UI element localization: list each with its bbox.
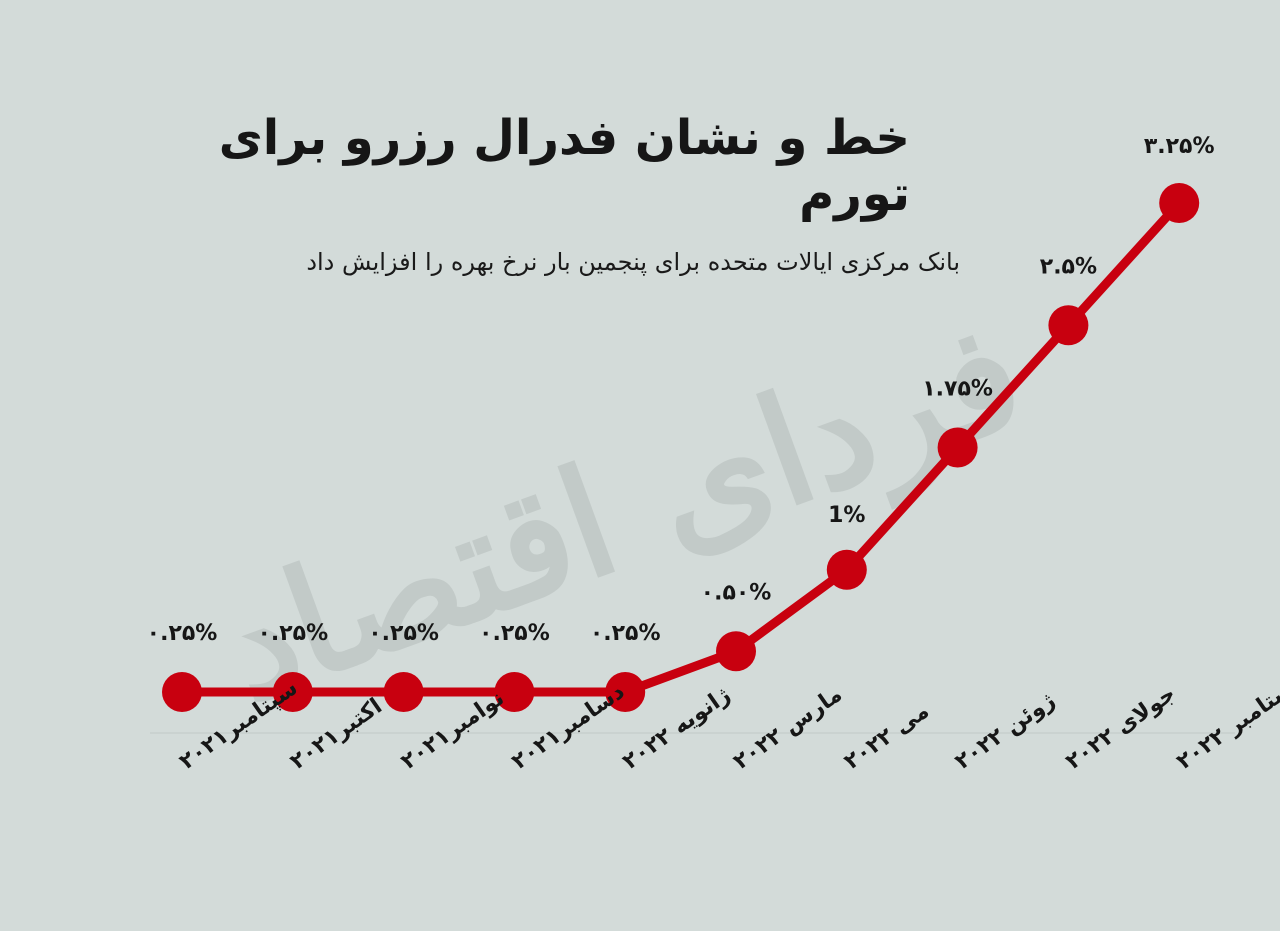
data-label: ۲.۵% [1040,254,1097,279]
x-tick-label: مارس ۲۰۲۲ [729,682,847,775]
data-point [716,631,756,672]
data-label: 1% [828,503,865,528]
data-point [383,672,424,712]
value-labels-group: ۰.۲۵% ۰.۲۵% ۰.۲۵% ۰.۲۵% ۰.۲۵% ۰.۵۰% 1% ۱.۷۵% ۲.۵… [147,134,1215,646]
data-label: ۳.۲۵% [1144,134,1215,159]
watermark-logo: فردای اقتصاد [200,286,1045,739]
data-label: ۰.۲۵% [368,621,439,646]
data-points-group [162,183,1200,712]
data-point [826,549,867,590]
data-point [1048,305,1089,346]
chart-title: خط و نشان فدرال رزرو برای تورم [218,110,911,222]
data-label: ۰.۲۵% [257,621,328,646]
data-point [937,427,978,468]
data-point [272,672,313,712]
x-tick-label: ژوئن ۲۰۲۲ [951,688,1060,775]
data-point [1159,183,1200,223]
data-point [605,672,646,712]
data-point [494,672,535,712]
x-tick-label: جولای ۲۰۲۲ [1062,681,1181,775]
series-line-group [182,199,1183,697]
chart-subtitle: بانک مرکزی ایالات متحده برای پنجمین بار … [306,248,960,276]
series-line [182,199,1183,697]
x-tick-label: می ۲۰۲۲ [840,699,934,775]
data-label: ۰.۲۵% [590,621,661,646]
data-label: ۰.۵۰% [701,580,772,605]
data-label: ۰.۲۵% [479,621,550,646]
x-tick-label: سپتامبر ۲۰۲۲ [1172,671,1280,775]
data-point [162,672,202,712]
data-label: ۱.۷۵% [922,377,993,402]
data-label: ۰.۲۵% [147,621,218,646]
